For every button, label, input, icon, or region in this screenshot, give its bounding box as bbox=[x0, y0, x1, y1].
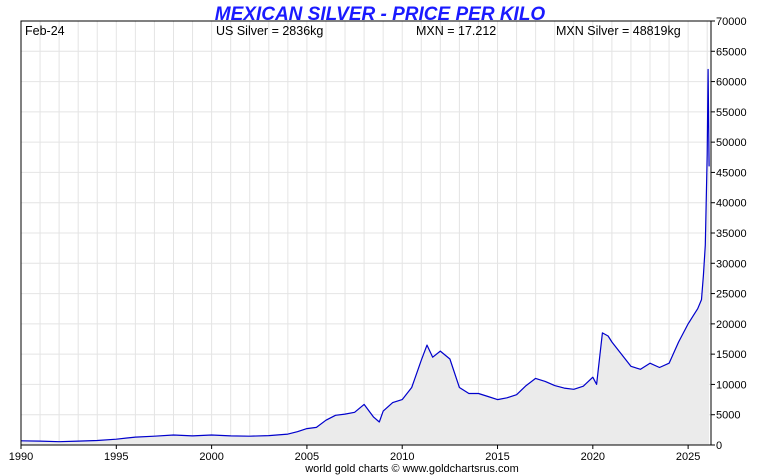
y-tick-label: 60000 bbox=[716, 77, 747, 89]
y-tick-label: 25000 bbox=[716, 289, 747, 301]
y-tick-label: 10000 bbox=[716, 379, 747, 391]
chart-footer: world gold charts © www.goldchartsrus.co… bbox=[304, 463, 519, 475]
y-tick-label: 15000 bbox=[716, 349, 747, 361]
y-tick-label: 70000 bbox=[716, 16, 747, 28]
header-mxn-rate: MXN = 17.212 bbox=[416, 24, 496, 38]
plot-area bbox=[20, 68, 710, 445]
x-tick-label: 2020 bbox=[581, 451, 605, 463]
x-axis-ticks: 1990 1995 2000 2005 2010 2015 2020 2025 bbox=[9, 445, 700, 463]
header-us-silver: US Silver = 2836kg bbox=[216, 24, 323, 38]
y-tick-label: 45000 bbox=[716, 167, 747, 179]
y-tick-label: 20000 bbox=[716, 319, 747, 331]
y-tick-label: 5000 bbox=[716, 410, 740, 422]
x-tick-label: 2005 bbox=[295, 451, 319, 463]
chart-title: MEXICAN SILVER - PRICE PER KILO bbox=[215, 4, 546, 25]
series-area-0 bbox=[21, 69, 710, 445]
x-tick-label: 2000 bbox=[199, 451, 223, 463]
x-tick-label: 1990 bbox=[9, 451, 33, 463]
header-date: Feb-24 bbox=[25, 24, 65, 38]
x-tick-label: 2015 bbox=[485, 451, 509, 463]
y-tick-label: 50000 bbox=[716, 137, 747, 149]
y-axis-ticks: 0 5000 10000 15000 20000 25000 30000 35000 40000… bbox=[711, 16, 747, 452]
x-tick-label: 2010 bbox=[390, 451, 414, 463]
y-tick-label: 0 bbox=[716, 440, 722, 452]
x-tick-label: 1995 bbox=[104, 451, 128, 463]
x-tick-label: 2025 bbox=[676, 451, 700, 463]
y-tick-label: 65000 bbox=[716, 46, 747, 58]
y-tick-label: 55000 bbox=[716, 107, 747, 119]
y-tick-label: 40000 bbox=[716, 198, 747, 210]
y-tick-label: 35000 bbox=[716, 228, 747, 240]
y-tick-label: 30000 bbox=[716, 258, 747, 270]
header-mxn-silver: MXN Silver = 48819kg bbox=[556, 24, 681, 38]
series-line-0 bbox=[20, 68, 710, 443]
